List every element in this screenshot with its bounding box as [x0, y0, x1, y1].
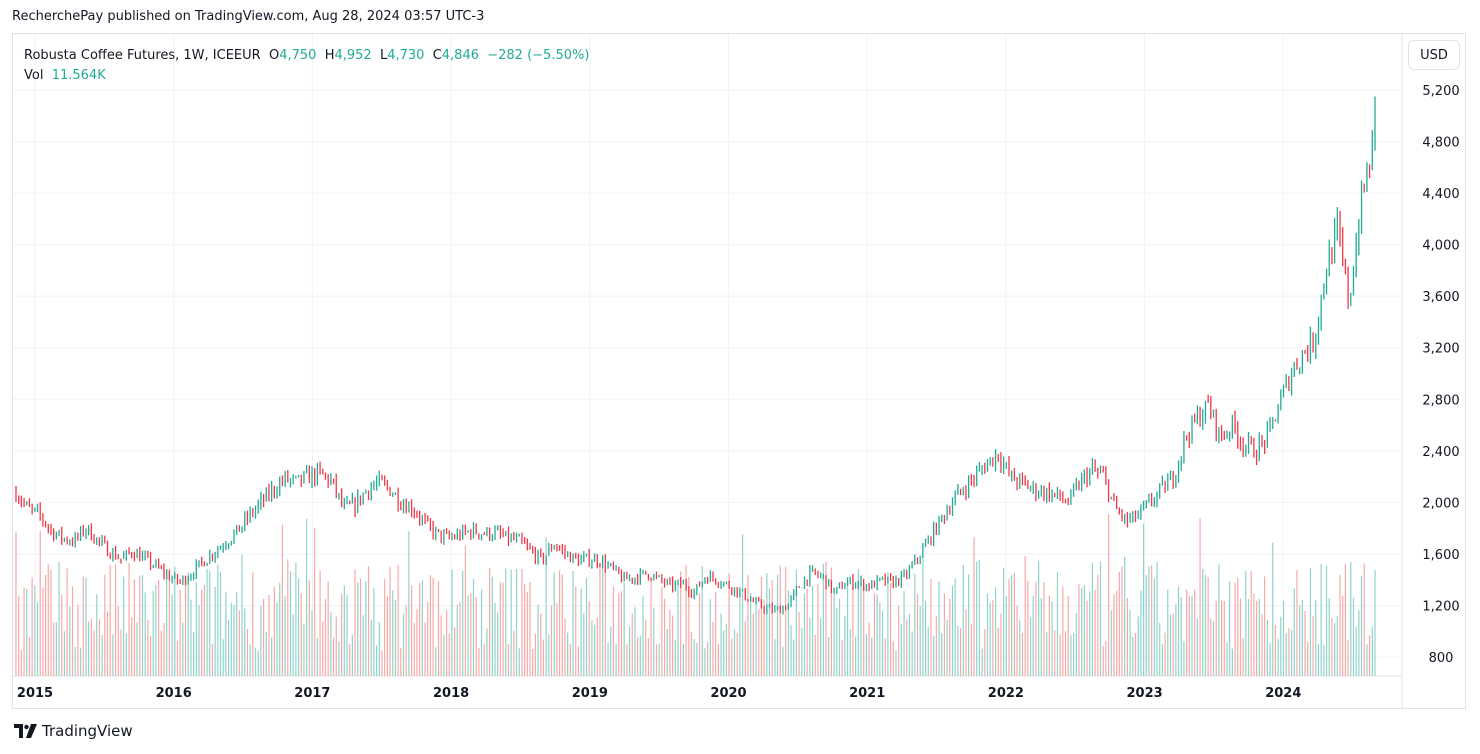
y-tick-label: 1,600: [1422, 548, 1459, 563]
change-value: −282 (−5.50%): [487, 48, 590, 63]
low-value: 4,730: [387, 48, 425, 63]
y-tick-label: 4,800: [1422, 136, 1459, 151]
x-tick-label: 2018: [433, 686, 469, 701]
high-value: 4,952: [334, 48, 372, 63]
y-tick-label: 5,200: [1422, 84, 1459, 99]
x-tick-label: 2016: [156, 686, 192, 701]
tradingview-logo-icon: [14, 724, 37, 738]
x-tick-label: 2024: [1265, 686, 1301, 701]
tradingview-logo[interactable]: TradingView: [14, 722, 133, 740]
x-tick-label: 2021: [849, 686, 885, 701]
y-tick-label: 2,800: [1422, 393, 1459, 408]
x-tick-label: 2017: [294, 686, 330, 701]
low-label: L: [379, 48, 388, 63]
logo-text: TradingView: [42, 722, 133, 740]
y-tick-label: 4,400: [1422, 187, 1459, 202]
symbol-title[interactable]: Robusta Coffee Futures, 1W, ICEEUR: [24, 48, 261, 63]
high-label: H: [324, 48, 335, 63]
y-tick-label: 3,200: [1422, 342, 1459, 357]
y-tick-label: 800: [1429, 651, 1454, 666]
x-tick-label: 2023: [1127, 686, 1163, 701]
y-tick-label: 1,200: [1422, 599, 1459, 614]
y-tick-label: 3,600: [1422, 290, 1459, 305]
open-value: 4,750: [279, 48, 317, 63]
x-tick-label: 2020: [710, 686, 746, 701]
close-label: C: [432, 48, 442, 63]
x-tick-label: 2015: [17, 686, 53, 701]
symbol-legend: Robusta Coffee Futures, 1W, ICEEUR O4,75…: [24, 46, 589, 86]
x-tick-label: 2022: [988, 686, 1024, 701]
x-tick-label: 2019: [572, 686, 608, 701]
close-value: 4,846: [441, 48, 479, 63]
currency-button[interactable]: USD: [1408, 40, 1460, 70]
volume-value: 11.564K: [51, 68, 106, 83]
volume-label: Vol: [24, 68, 44, 83]
y-tick-label: 4,000: [1422, 239, 1459, 254]
open-label: O: [268, 48, 280, 63]
publisher-line: RecherchePay published on TradingView.co…: [12, 9, 485, 24]
y-tick-label: 2,400: [1422, 445, 1459, 460]
chart-panel[interactable]: [12, 33, 1466, 709]
y-tick-label: 2,000: [1422, 496, 1459, 511]
